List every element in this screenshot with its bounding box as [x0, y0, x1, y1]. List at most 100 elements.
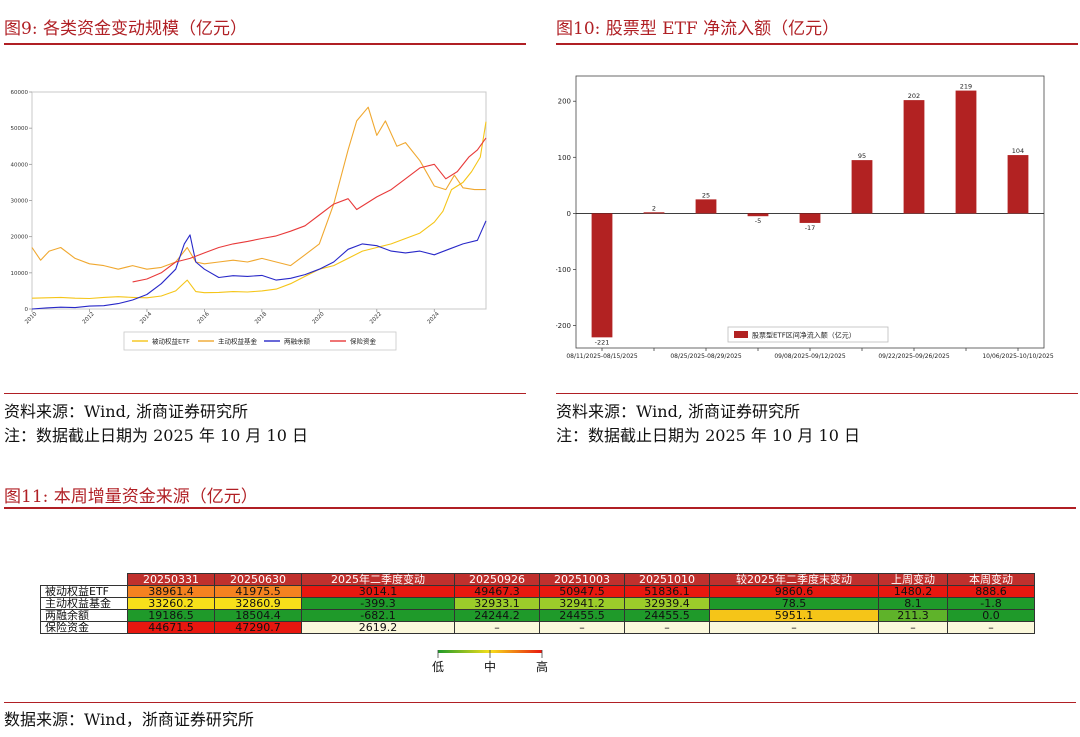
fig10-bar	[695, 199, 717, 214]
fig10-y-tick-label: -100	[556, 266, 571, 274]
table-cell: –	[709, 621, 879, 634]
table-row-label: 被动权益ETF	[40, 585, 128, 598]
table-column-header: 20251010	[624, 573, 710, 586]
fig11-title-rule	[4, 507, 1076, 509]
fig11-title: 图11: 本周增量资金来源（亿元）	[4, 487, 258, 507]
table-row-label: 主动权益基金	[40, 597, 128, 610]
table-corner-cell	[40, 573, 128, 586]
fig9-title: 图9: 各类资金变动规模（亿元）	[4, 19, 247, 39]
fig10-bar-value-label: -17	[805, 224, 816, 232]
table-cell: 24244.2	[454, 609, 540, 622]
fig9-x-tick-label: 2012	[82, 311, 96, 325]
table-cell: 1480.2	[878, 585, 948, 598]
fig10-bar-value-label: 2	[652, 204, 656, 212]
fig9-legend-box	[123, 331, 397, 351]
fig10-bar	[1007, 155, 1029, 214]
fig10-x-tick-label: 09/08/2025-09/12/2025	[774, 353, 846, 360]
table-column-header: 本周变动	[947, 573, 1035, 586]
table-column-header: 20250331	[127, 573, 215, 586]
fig9-bottom-rule	[4, 393, 526, 394]
table-header-row: 20250331 20250630 2025年二季度变动 20250926 202510…	[40, 573, 1035, 586]
fig9-x-tick-label: 2018	[254, 311, 268, 325]
fig10-y-tick-label: 0	[567, 210, 571, 218]
table-cell: 211.3	[878, 609, 948, 622]
table-cell: 0.0	[947, 609, 1035, 622]
table-cell: -682.1	[301, 609, 455, 622]
table-cell: 41975.5	[214, 585, 302, 598]
fig10-legend-label: 股票型ETF区间净流入额（亿元）	[752, 331, 856, 340]
fig9-x-tick-label: 2024	[427, 311, 441, 325]
table-cell: 50947.5	[539, 585, 625, 598]
fig10-x-tick-label: 09/22/2025-09/26/2025	[878, 353, 950, 360]
fig10-bar	[591, 213, 613, 338]
fig10-y-tick-label: 100	[558, 154, 571, 162]
fig9-y-tick-label: 20000	[11, 235, 29, 241]
table-cell: –	[624, 621, 710, 634]
fig10-bar-value-label: 219	[960, 83, 972, 91]
table-column-header: 20251003	[539, 573, 625, 586]
fig10-bottom-rule	[556, 393, 1078, 394]
table-cell: 19186.5	[127, 609, 215, 622]
fig9-legend-label: 两融余额	[284, 337, 311, 346]
table-cell: 78.5	[709, 597, 879, 610]
table-row: 保险资金 44671.5 47290.7 2619.2– – – – – –	[40, 621, 1035, 634]
fig11-scale-high-label: 高	[536, 659, 548, 674]
fig10-bar	[903, 100, 925, 214]
table-cell: 3014.1	[301, 585, 455, 598]
table-cell: –	[878, 621, 948, 634]
fig9-series-line-1	[31, 106, 486, 270]
fig10-legend: 股票型ETF区间净流入额（亿元）	[727, 326, 889, 343]
fig10-source: 资料来源：Wind, 浙商证券研究所	[556, 402, 801, 421]
fig9-note: 注：数据截止日期为 2025 年 10 月 10 日	[4, 426, 308, 445]
fig9-y-tick-label: 60000	[11, 90, 29, 96]
table-cell: -399.3	[301, 597, 455, 610]
fig10-bar-value-label: 104	[1012, 147, 1024, 155]
fig10-bar-value-label: -221	[595, 338, 610, 346]
fig11-scale-mid-label: 中	[484, 659, 496, 674]
fig10-title-rule	[556, 43, 1078, 45]
table-row-label: 两融余额	[40, 609, 128, 622]
fig10-bar	[643, 212, 665, 214]
fig9-legend: 被动权益ETF 主动权益基金 两融余额 保险资金	[123, 331, 397, 351]
fig9-y-tick-label: 40000	[11, 162, 29, 168]
table-column-header: 上周变动	[878, 573, 948, 586]
table-cell: 32860.9	[214, 597, 302, 610]
table-column-header: 较2025年二季度末变动	[709, 573, 879, 586]
fig10-bar	[799, 213, 821, 223]
fig9-legend-label: 保险资金	[350, 337, 377, 346]
fig10-bar-value-label: 202	[908, 92, 920, 100]
fig10-bar-value-label: 25	[702, 191, 710, 199]
fig10-title: 图10: 股票型 ETF 净流入额（亿元）	[556, 19, 840, 39]
fig9-x-tick-label: 2014	[139, 311, 153, 325]
fig9-y-tick-label: 0	[25, 307, 29, 313]
fig9-series-line-0	[31, 121, 487, 300]
table-row-label: 保险资金	[40, 621, 128, 634]
fig10-x-tick-label: 08/25/2025-08/29/2025	[670, 353, 742, 360]
table-cell: 24455.5	[624, 609, 710, 622]
fig10-bar-chart: -200 -100 0 100 200 -221 08/11/2025-08/15/2025…	[556, 75, 1054, 360]
table-cell: 9860.6	[709, 585, 879, 598]
table-cell: –	[539, 621, 625, 634]
fig9-x-tick-label: 2020	[312, 311, 326, 325]
fig11-bottom-rule	[4, 702, 1076, 703]
fig9-x-tick-label: 2010	[24, 311, 38, 325]
fig9-series-line-3	[132, 137, 487, 283]
fig10-bar-value-label: -5	[755, 217, 761, 225]
fig10-x-tick-label: 10/06/2025-10/10/2025	[982, 353, 1054, 360]
table-column-header: 20250926	[454, 573, 540, 586]
fig9-y-tick-label: 50000	[11, 126, 29, 132]
table-cell: 2619.2	[301, 621, 455, 634]
fig9-series-line-2	[31, 220, 487, 310]
table-cell: 18504.4	[214, 609, 302, 622]
fig10-bar-value-label: 95	[858, 152, 866, 160]
fig10-legend-swatch	[734, 331, 748, 338]
fig10-y-tick-label: -200	[556, 322, 571, 330]
table-cell: 38961.4	[127, 585, 215, 598]
fig10-note: 注：数据截止日期为 2025 年 10 月 10 日	[556, 426, 860, 445]
fig9-source: 资料来源：Wind, 浙商证券研究所	[4, 402, 249, 421]
table-column-header: 2025年二季度变动	[301, 573, 455, 586]
fig10-bar	[955, 90, 977, 214]
fig9-y-tick-label: 30000	[11, 199, 29, 205]
table-column-header: 20250630	[214, 573, 302, 586]
table-cell: 32933.1	[454, 597, 540, 610]
